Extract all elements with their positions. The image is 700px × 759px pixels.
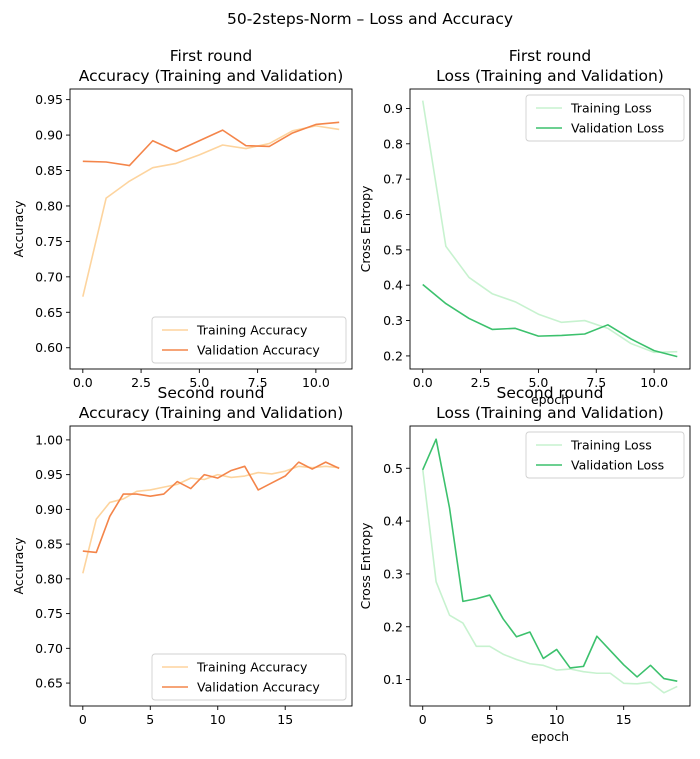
subplot-1: First round Accuracy (Training and Valida… — [11, 47, 353, 390]
subplot-title-line2: Accuracy (Training and Validation) — [79, 67, 344, 85]
x-tick-label: 5 — [146, 712, 154, 727]
y-tick-label: 0.4 — [383, 278, 403, 293]
legend-entry-label: Validation Loss — [571, 458, 664, 473]
x-tick-label: 5 — [486, 712, 494, 727]
y-tick-label: 0.8 — [383, 136, 403, 151]
x-tick-label: 10.0 — [640, 375, 668, 390]
y-tick-label: 0.75 — [35, 606, 63, 621]
y-tick-label: 1.00 — [35, 432, 63, 447]
legend-box — [525, 94, 685, 142]
y-tick-label: 0.95 — [35, 92, 63, 107]
x-axis-label: epoch — [531, 729, 569, 744]
y-tick-label: 0.3 — [383, 566, 403, 581]
series-line-validation-accuracy — [82, 461, 340, 554]
plot-frame — [409, 88, 691, 370]
y-tick-label: 0.80 — [35, 571, 63, 586]
series-line-validation-loss — [422, 283, 678, 358]
y-tick-label: 0.80 — [35, 198, 63, 213]
y-tick-label: 0.3 — [383, 313, 403, 328]
y-tick-label: 0.2 — [383, 348, 403, 363]
y-axis-label: Cross Entropy — [358, 522, 373, 609]
y-tick-label: 0.7 — [383, 172, 403, 187]
y-axis-label: Accuracy — [11, 537, 26, 595]
subplot-title-line2: Loss (Training and Validation) — [436, 404, 664, 422]
y-axis-label: Accuracy — [11, 200, 26, 258]
series-line-training-loss — [421, 469, 678, 694]
series-line-training-accuracy — [82, 125, 340, 297]
series-line-validation-accuracy — [82, 121, 340, 167]
plot-frame — [69, 88, 353, 370]
x-tick-label: 0 — [79, 712, 87, 727]
y-tick-label: 0.75 — [35, 234, 63, 249]
x-tick-label: 7.5 — [586, 375, 606, 390]
x-tick-label: 2.5 — [131, 375, 151, 390]
legend-entry-label: Validation Accuracy — [197, 680, 320, 695]
x-tick-label: 10 — [549, 712, 565, 727]
plot-frame — [69, 425, 353, 707]
legend-entry-label: Training Loss — [570, 438, 652, 453]
y-tick-label: 0.90 — [35, 128, 63, 143]
x-axis-label: epoch — [531, 392, 569, 407]
series-line-validation-loss — [421, 438, 678, 682]
y-tick-label: 0.60 — [35, 340, 63, 355]
y-tick-label: 0.95 — [35, 467, 63, 482]
x-tick-label: 7.5 — [248, 375, 268, 390]
subplot-3: Second round Accuracy (Training and Valid… — [11, 384, 353, 727]
legend-box — [151, 653, 347, 701]
subplot-title-line2: Accuracy (Training and Validation) — [79, 404, 344, 422]
subplot-4: Second round Loss (Training and Validatio… — [358, 384, 691, 744]
legend: Training Accuracy Validation Accuracy — [151, 653, 347, 701]
y-tick-label: 0.2 — [383, 619, 403, 634]
y-tick-label: 0.90 — [35, 502, 63, 517]
y-tick-label: 0.70 — [35, 641, 63, 656]
legend-entry-label: Validation Loss — [571, 121, 664, 136]
x-tick-label: 15 — [616, 712, 632, 727]
legend-entry-label: Training Accuracy — [196, 323, 308, 338]
legend-box — [525, 431, 685, 479]
y-tick-label: 0.5 — [383, 461, 403, 476]
y-tick-label: 0.70 — [35, 269, 63, 284]
x-tick-label: 10 — [210, 712, 226, 727]
y-tick-label: 0.65 — [35, 676, 63, 691]
subplot-title-line1: Second round — [158, 384, 265, 402]
y-tick-label: 0.1 — [383, 672, 403, 687]
y-tick-label: 0.9 — [383, 101, 403, 116]
legend: Training Loss Validation Loss — [525, 431, 685, 479]
y-tick-label: 0.85 — [35, 163, 63, 178]
x-tick-label: 10.0 — [302, 375, 330, 390]
legend-entry-label: Training Loss — [570, 101, 652, 116]
legend: Training Loss Validation Loss — [525, 94, 685, 142]
y-tick-label: 0.85 — [35, 537, 63, 552]
y-axis-label: Cross Entropy — [358, 185, 373, 272]
figure-suptitle: 50-2steps-Norm – Loss and Accuracy — [227, 10, 513, 28]
plot-frame — [409, 425, 691, 707]
x-tick-label: 0.0 — [413, 375, 433, 390]
x-tick-label: 0.0 — [73, 375, 93, 390]
x-tick-label: 5.0 — [189, 375, 209, 390]
legend-entry-label: Validation Accuracy — [197, 343, 320, 358]
y-tick-label: 0.6 — [383, 207, 403, 222]
y-tick-label: 0.5 — [383, 242, 403, 257]
subplot-title-line1: Second round — [497, 384, 604, 402]
series-line-training-loss — [421, 100, 678, 354]
subplot-2: First round Loss (Training and Validation… — [358, 47, 691, 407]
subplot-title-line1: First round — [170, 47, 253, 65]
subplot-title-line2: Loss (Training and Validation) — [436, 67, 664, 85]
legend: Training Accuracy Validation Accuracy — [151, 316, 347, 364]
x-tick-label: 0 — [419, 712, 427, 727]
y-tick-label: 0.65 — [35, 305, 63, 320]
x-tick-label: 2.5 — [471, 375, 491, 390]
x-tick-label: 5.0 — [528, 375, 548, 390]
legend-entry-label: Training Accuracy — [196, 660, 308, 675]
y-tick-label: 0.4 — [383, 514, 403, 529]
subplot-title-line1: First round — [509, 47, 592, 65]
legend-box — [151, 316, 347, 364]
x-tick-label: 15 — [277, 712, 293, 727]
